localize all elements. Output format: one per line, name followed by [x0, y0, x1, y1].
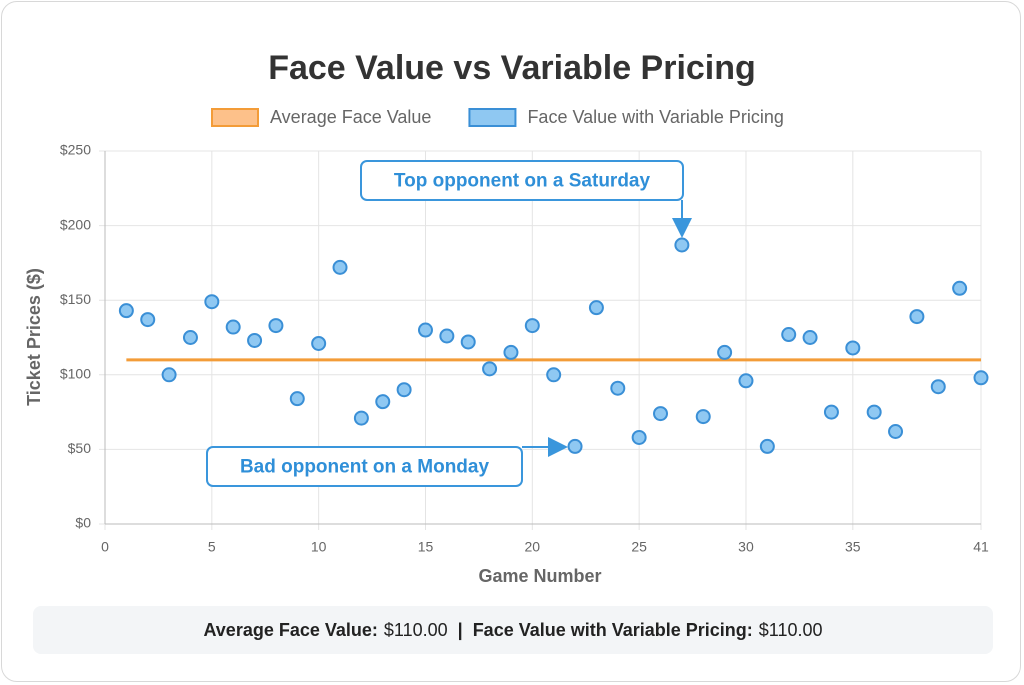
x-tick-label: 30 [738, 539, 754, 555]
y-tick-label: $100 [60, 366, 91, 382]
y-tick-label: $0 [75, 515, 91, 531]
price-point [781, 327, 797, 343]
x-tick-label: 35 [845, 539, 861, 555]
price-point [930, 379, 946, 395]
price-point [396, 382, 412, 398]
price-point [353, 410, 369, 426]
annotation-box [206, 446, 523, 487]
price-point [140, 312, 156, 328]
annotation-text: Bad opponent on a Monday [240, 457, 490, 478]
price-point [546, 367, 562, 383]
y-tick-label: $50 [68, 440, 92, 456]
price-point [268, 318, 284, 334]
price-point [973, 370, 989, 386]
summary-bar: Average Face Value: $110.00 | Face Value… [33, 606, 993, 654]
x-tick-label: 5 [208, 539, 216, 555]
price-point [759, 438, 775, 454]
price-point [118, 303, 134, 319]
price-point [482, 361, 498, 377]
price-point [225, 319, 241, 335]
annotation-text: Top opponent on a Saturday [394, 171, 651, 192]
price-point [567, 438, 583, 454]
x-tick-label: 41 [973, 539, 989, 555]
price-point [952, 280, 968, 296]
x-tick-label: 15 [418, 539, 434, 555]
x-axis-title: Game Number [478, 566, 601, 586]
annotation-box [360, 160, 684, 201]
y-axis-title: Ticket Prices ($) [24, 268, 44, 406]
price-point [311, 335, 327, 351]
price-point [417, 322, 433, 338]
price-point [823, 404, 839, 420]
price-point [524, 318, 540, 334]
summary-label: Face Value with Variable Pricing: [472, 619, 753, 640]
price-point [375, 394, 391, 410]
price-point [204, 294, 220, 310]
price-point [439, 328, 455, 344]
price-point [588, 300, 604, 316]
price-point [631, 429, 647, 445]
price-point [460, 334, 476, 350]
price-point [503, 344, 519, 360]
price-point [909, 309, 925, 325]
x-tick-label: 25 [631, 539, 647, 555]
price-point [289, 391, 305, 407]
price-point [332, 259, 348, 275]
price-point [653, 406, 669, 422]
summary-value: $110.00 [758, 619, 823, 640]
legend-label: Average Face Value [270, 107, 431, 127]
price-point [845, 340, 861, 356]
price-point [610, 380, 626, 396]
price-point [247, 332, 263, 348]
y-tick-label: $200 [60, 216, 91, 232]
price-point [695, 409, 711, 425]
price-point [674, 237, 690, 253]
x-tick-label: 0 [101, 539, 109, 555]
legend-swatch [468, 108, 517, 127]
price-point [161, 367, 177, 383]
legend-label: Face Value with Variable Pricing [527, 107, 783, 127]
chart: Face Value vs Variable Pricing Game Numb… [24, 49, 989, 586]
price-point [738, 373, 754, 389]
x-tick-label: 20 [525, 539, 541, 555]
legend-swatch [211, 108, 259, 127]
price-point [182, 330, 198, 345]
separator: | [457, 619, 463, 640]
price-point [888, 423, 904, 439]
y-tick-label: $250 [60, 142, 91, 158]
summary-label: Average Face Value: [203, 619, 378, 640]
y-tick-label: $150 [60, 291, 91, 307]
chart-title: Face Value vs Variable Pricing [268, 49, 756, 87]
summary-value: $110.00 [383, 619, 448, 640]
price-point [866, 404, 882, 420]
price-point [802, 330, 818, 345]
x-tick-label: 10 [311, 539, 327, 555]
price-point [717, 344, 733, 360]
